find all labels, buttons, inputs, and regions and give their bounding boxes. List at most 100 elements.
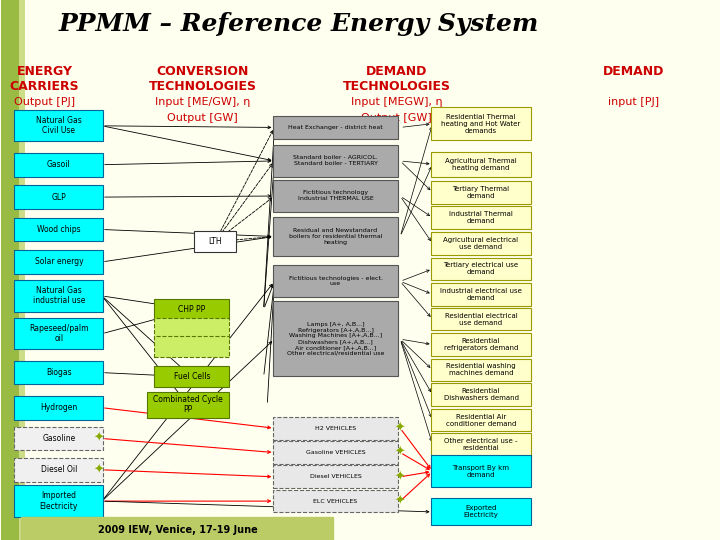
FancyBboxPatch shape: [273, 465, 398, 488]
Text: Output [GW]: Output [GW]: [167, 113, 238, 124]
FancyBboxPatch shape: [273, 417, 398, 440]
Text: ENERGY
CARRIERS: ENERGY CARRIERS: [9, 65, 79, 93]
FancyBboxPatch shape: [147, 392, 229, 418]
Text: Input [ME/GW], η: Input [ME/GW], η: [155, 97, 251, 107]
Text: Fictitious technologies - elect.
use: Fictitious technologies - elect. use: [289, 275, 382, 286]
Text: Gasoline VEHICLES: Gasoline VEHICLES: [306, 450, 365, 455]
Text: Tertiary electrical use
demand: Tertiary electrical use demand: [444, 262, 518, 275]
FancyBboxPatch shape: [273, 490, 398, 512]
Text: ✦: ✦: [395, 495, 405, 508]
Text: Heat Exchanger - district heat: Heat Exchanger - district heat: [288, 125, 383, 130]
FancyBboxPatch shape: [431, 107, 531, 140]
Text: DEMAND
TECHNOLOGIES: DEMAND TECHNOLOGIES: [343, 65, 451, 93]
Text: Residential
Dishwashers demand: Residential Dishwashers demand: [444, 388, 518, 401]
Text: GLP: GLP: [51, 193, 66, 201]
Text: CHP PP: CHP PP: [178, 305, 205, 314]
Text: Input [MEGW], η: Input [MEGW], η: [351, 97, 442, 107]
FancyBboxPatch shape: [431, 206, 531, 229]
FancyBboxPatch shape: [431, 409, 531, 431]
FancyBboxPatch shape: [14, 280, 104, 312]
Text: Biogas: Biogas: [46, 368, 71, 377]
FancyBboxPatch shape: [431, 383, 531, 406]
FancyBboxPatch shape: [431, 308, 531, 330]
Text: ✦: ✦: [395, 446, 405, 459]
Text: ✦: ✦: [395, 470, 405, 483]
Text: Gasoil: Gasoil: [47, 160, 71, 169]
Text: Lamps [A+, A,B...]
Refrigerators [A+,A,B...]
Washing Machines [A+,A,B...]
Dishwa: Lamps [A+, A,B...] Refrigerators [A+,A,B…: [287, 322, 384, 356]
Text: LTH: LTH: [208, 237, 222, 246]
FancyBboxPatch shape: [431, 232, 531, 255]
Text: Exported
Electricity: Exported Electricity: [464, 505, 498, 518]
FancyBboxPatch shape: [19, 0, 25, 540]
Text: Fictitious technology
Industrial THERMAL USE: Fictitious technology Industrial THERMAL…: [297, 191, 374, 201]
FancyBboxPatch shape: [14, 153, 104, 177]
FancyBboxPatch shape: [14, 110, 104, 141]
Text: Natural Gas
Civil Use: Natural Gas Civil Use: [36, 116, 81, 135]
FancyBboxPatch shape: [431, 152, 531, 177]
Text: Tertiary Thermal
demand: Tertiary Thermal demand: [452, 186, 510, 199]
FancyBboxPatch shape: [154, 299, 229, 320]
FancyBboxPatch shape: [14, 250, 104, 274]
Text: Standard boiler - AGRICOL.
Standard boiler - TERTIARY: Standard boiler - AGRICOL. Standard boil…: [293, 156, 378, 166]
Text: Hydrogen: Hydrogen: [40, 403, 78, 412]
FancyBboxPatch shape: [14, 185, 104, 209]
Text: DEMAND: DEMAND: [603, 65, 665, 78]
Text: Fuel Cells: Fuel Cells: [174, 372, 210, 381]
FancyBboxPatch shape: [273, 145, 398, 177]
Text: Natural Gas
industrial use: Natural Gas industrial use: [32, 286, 85, 305]
FancyBboxPatch shape: [431, 181, 531, 204]
Text: H2 VEHICLES: H2 VEHICLES: [315, 426, 356, 431]
FancyBboxPatch shape: [431, 258, 531, 280]
FancyBboxPatch shape: [431, 455, 531, 487]
Text: Solar energy: Solar energy: [35, 258, 83, 266]
FancyBboxPatch shape: [273, 265, 398, 297]
FancyBboxPatch shape: [154, 336, 229, 357]
Text: Agricultural electrical
use demand: Agricultural electrical use demand: [444, 237, 518, 250]
Text: Residential Air
conditioner demand: Residential Air conditioner demand: [446, 414, 516, 427]
FancyBboxPatch shape: [431, 433, 531, 456]
Text: PPMM – Reference Energy System: PPMM – Reference Energy System: [59, 12, 539, 36]
Text: Diesel VEHICLES: Diesel VEHICLES: [310, 474, 361, 480]
Text: Rapeseed/palm
oil: Rapeseed/palm oil: [29, 324, 89, 343]
FancyBboxPatch shape: [14, 458, 104, 482]
Text: CONVERSION
TECHNOLOGIES: CONVERSION TECHNOLOGIES: [148, 65, 256, 93]
FancyBboxPatch shape: [14, 218, 104, 241]
FancyBboxPatch shape: [431, 283, 531, 306]
FancyBboxPatch shape: [14, 396, 104, 420]
Text: Residual and Newstandard
boilers for residential thermal
heating: Residual and Newstandard boilers for res…: [289, 228, 382, 245]
Text: Residential washing
machines demand: Residential washing machines demand: [446, 363, 516, 376]
Text: Output [GW]: Output [GW]: [361, 113, 432, 124]
FancyBboxPatch shape: [1, 0, 19, 540]
FancyBboxPatch shape: [14, 361, 104, 384]
Text: Transport By km
demand: Transport By km demand: [453, 464, 510, 478]
FancyBboxPatch shape: [194, 231, 236, 252]
Text: Industrial electrical use
demand: Industrial electrical use demand: [440, 288, 522, 301]
Text: 2009 IEW, Venice, 17-19 June: 2009 IEW, Venice, 17-19 June: [97, 525, 257, 535]
Text: Residential electrical
use demand: Residential electrical use demand: [445, 313, 518, 326]
Text: Industrial Thermal
demand: Industrial Thermal demand: [449, 211, 513, 224]
FancyBboxPatch shape: [22, 517, 333, 540]
FancyBboxPatch shape: [273, 116, 398, 139]
FancyBboxPatch shape: [154, 366, 229, 387]
Text: ✦: ✦: [93, 432, 104, 445]
Text: ELC VEHICLES: ELC VEHICLES: [313, 498, 358, 504]
Text: Wood chips: Wood chips: [37, 225, 81, 234]
FancyBboxPatch shape: [431, 333, 531, 356]
FancyBboxPatch shape: [14, 318, 104, 349]
Text: Diesel Oil: Diesel Oil: [40, 465, 77, 474]
Text: ✦: ✦: [395, 422, 405, 435]
Text: Combinated Cycle
PP: Combinated Cycle PP: [153, 395, 223, 414]
FancyBboxPatch shape: [1, 0, 720, 49]
Text: ✦: ✦: [93, 463, 104, 476]
FancyBboxPatch shape: [273, 301, 398, 376]
Text: Imported
Electricity: Imported Electricity: [40, 491, 78, 510]
FancyBboxPatch shape: [273, 180, 398, 212]
FancyBboxPatch shape: [154, 318, 229, 339]
Text: Residential Thermal
heating and Hot Water
demands: Residential Thermal heating and Hot Wate…: [441, 113, 521, 134]
FancyBboxPatch shape: [273, 441, 398, 464]
FancyBboxPatch shape: [14, 485, 104, 517]
FancyBboxPatch shape: [431, 498, 531, 525]
Text: Residential
refrigerators demand: Residential refrigerators demand: [444, 338, 518, 351]
FancyBboxPatch shape: [273, 217, 398, 256]
FancyBboxPatch shape: [14, 427, 104, 450]
